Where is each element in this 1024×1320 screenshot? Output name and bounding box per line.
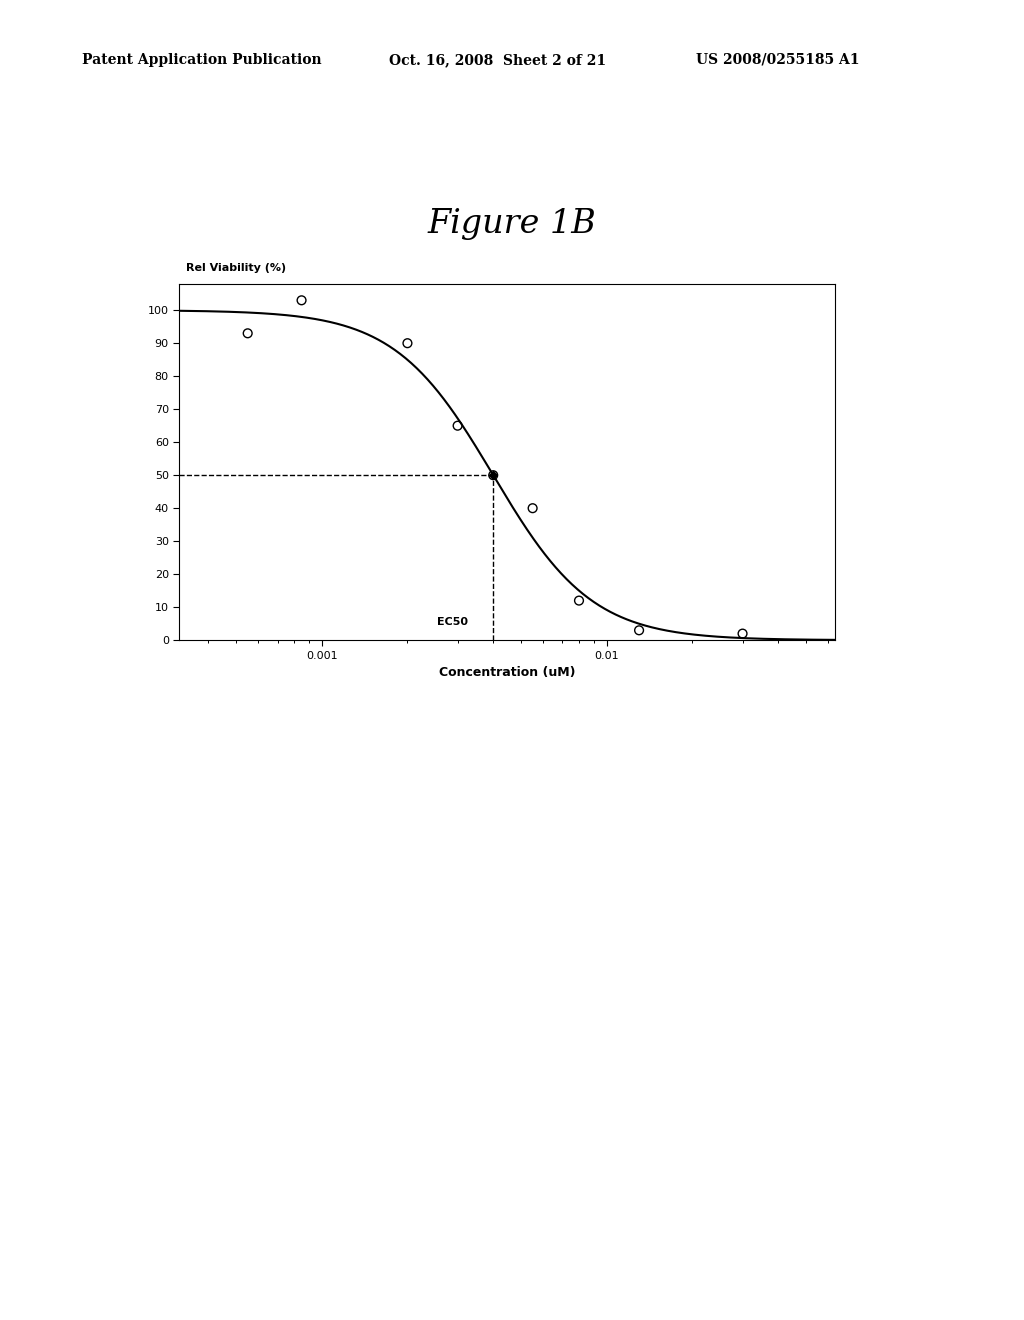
Point <box>485 465 502 486</box>
Point <box>399 333 416 354</box>
Point <box>293 289 309 310</box>
Text: Oct. 16, 2008  Sheet 2 of 21: Oct. 16, 2008 Sheet 2 of 21 <box>389 53 606 67</box>
Point <box>524 498 541 519</box>
Point <box>856 619 872 640</box>
Text: EC50: EC50 <box>437 616 468 627</box>
Point <box>734 623 751 644</box>
Text: US 2008/0255185 A1: US 2008/0255185 A1 <box>696 53 860 67</box>
Text: Patent Application Publication: Patent Application Publication <box>82 53 322 67</box>
Point <box>570 590 587 611</box>
Point <box>240 322 256 343</box>
Text: Rel Viability (%): Rel Viability (%) <box>185 263 286 273</box>
Point <box>631 619 647 640</box>
Point <box>450 414 466 436</box>
Text: Figure 1B: Figure 1B <box>428 209 596 240</box>
X-axis label: Concentration (uM): Concentration (uM) <box>438 667 575 680</box>
